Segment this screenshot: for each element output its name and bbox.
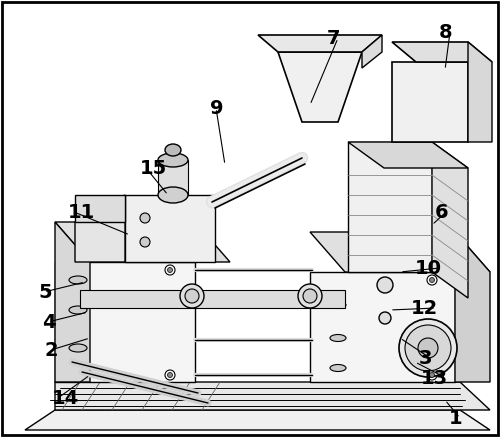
Polygon shape [455,232,490,382]
Text: 4: 4 [42,312,56,332]
Circle shape [430,372,434,378]
Circle shape [165,265,175,275]
Circle shape [430,277,434,282]
Text: 10: 10 [415,259,442,277]
Circle shape [427,275,437,285]
Ellipse shape [405,325,451,371]
Polygon shape [125,195,215,262]
Text: 12: 12 [411,298,438,318]
Ellipse shape [69,306,87,314]
Polygon shape [310,272,455,382]
Polygon shape [468,42,492,142]
Ellipse shape [303,289,317,303]
Circle shape [165,370,175,380]
Polygon shape [25,410,490,430]
Polygon shape [55,222,230,262]
Text: 13: 13 [421,368,448,388]
Text: 9: 9 [210,98,224,118]
Polygon shape [55,262,195,382]
Polygon shape [348,142,432,272]
Text: 6: 6 [434,202,448,222]
Text: 11: 11 [68,202,95,222]
Ellipse shape [180,284,204,308]
Polygon shape [258,35,382,52]
Ellipse shape [69,344,87,352]
Ellipse shape [377,277,393,293]
Circle shape [140,213,150,223]
Circle shape [168,267,172,273]
Circle shape [140,237,150,247]
Text: 1: 1 [448,409,462,427]
Polygon shape [362,35,382,68]
Ellipse shape [330,302,346,309]
Polygon shape [75,195,125,262]
Polygon shape [80,290,345,308]
Ellipse shape [69,276,87,284]
Polygon shape [392,42,492,62]
Polygon shape [278,52,362,122]
Text: 3: 3 [418,348,432,368]
Polygon shape [55,382,490,410]
Polygon shape [75,195,125,222]
Polygon shape [348,142,468,168]
Ellipse shape [158,153,188,167]
Ellipse shape [165,144,181,156]
Ellipse shape [330,334,346,341]
Circle shape [168,372,172,378]
Ellipse shape [379,312,391,324]
Ellipse shape [158,187,188,203]
Text: 2: 2 [45,340,59,360]
Polygon shape [158,160,188,195]
Text: 14: 14 [52,388,79,407]
Text: 15: 15 [140,159,167,177]
Text: 7: 7 [326,28,340,48]
Polygon shape [55,222,90,382]
Ellipse shape [418,338,438,358]
Polygon shape [392,62,468,142]
Polygon shape [432,142,468,298]
Ellipse shape [399,319,457,377]
Polygon shape [310,232,490,272]
Ellipse shape [330,364,346,371]
Ellipse shape [298,284,322,308]
Text: 8: 8 [438,22,452,42]
Ellipse shape [185,289,199,303]
Text: 5: 5 [38,282,52,302]
Circle shape [427,370,437,380]
